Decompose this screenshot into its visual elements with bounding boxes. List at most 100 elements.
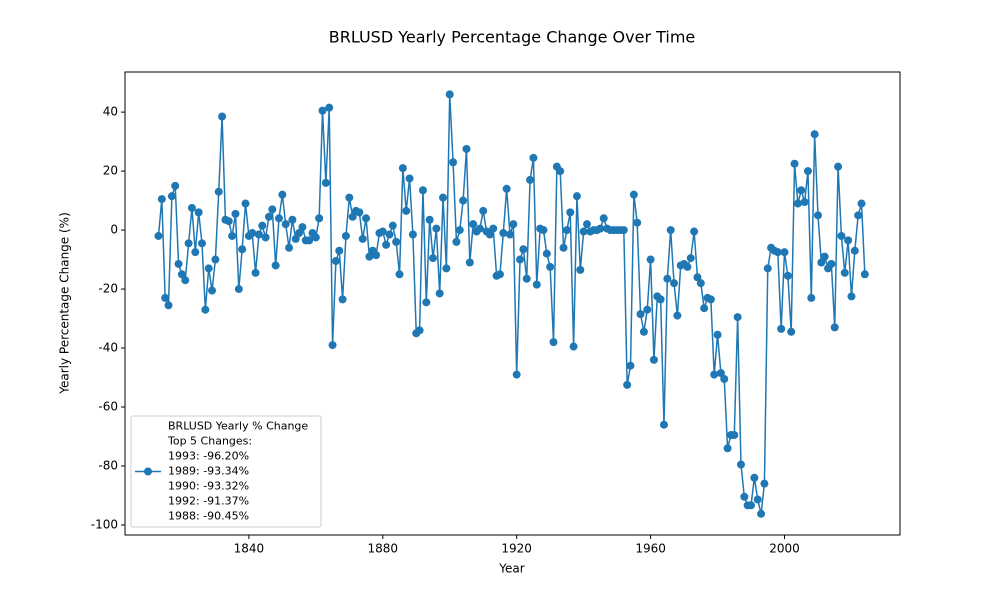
x-tick-label: 2000	[769, 542, 800, 556]
data-point	[161, 293, 170, 302]
data-point	[238, 245, 247, 254]
data-point	[298, 223, 307, 232]
data-point	[385, 230, 394, 239]
data-point	[388, 221, 397, 230]
data-point	[258, 221, 267, 230]
data-point	[777, 324, 786, 333]
data-point	[271, 261, 280, 270]
data-point	[502, 184, 511, 193]
legend-note: 1990: -93.32%	[168, 480, 249, 493]
data-point	[576, 265, 585, 274]
data-point	[529, 153, 538, 162]
data-point	[281, 220, 290, 229]
data-point	[365, 252, 374, 261]
legend-box	[130, 415, 322, 528]
data-point	[435, 289, 444, 298]
legend-label: BRLUSD Yearly % Change	[168, 420, 308, 433]
data-point	[418, 186, 427, 195]
data-point	[208, 286, 217, 295]
data-point	[214, 187, 223, 196]
data-point	[224, 217, 233, 226]
legend-marker	[144, 467, 152, 476]
data-point	[415, 326, 424, 335]
data-point	[800, 198, 809, 207]
data-point	[683, 262, 692, 271]
data-point	[763, 264, 772, 273]
data-point	[546, 262, 555, 271]
data-point	[539, 226, 548, 235]
data-point	[813, 211, 822, 220]
data-point	[228, 231, 237, 240]
y-tick-label: -20	[98, 282, 118, 296]
data-point	[295, 229, 304, 238]
data-point	[740, 492, 749, 501]
data-point	[780, 248, 789, 257]
data-point	[693, 273, 702, 282]
data-point	[572, 192, 581, 201]
data-point	[716, 369, 725, 378]
data-point	[181, 276, 190, 285]
data-point	[469, 220, 478, 229]
data-point	[452, 237, 461, 246]
data-point	[177, 270, 186, 279]
axes-frame	[124, 71, 901, 536]
data-point	[157, 195, 166, 204]
data-point	[830, 323, 839, 332]
chart-title: BRLUSD Yearly Percentage Change Over Tim…	[329, 28, 696, 47]
data-point	[820, 252, 829, 261]
data-point	[706, 295, 715, 304]
data-point	[626, 361, 635, 370]
data-point	[713, 330, 722, 339]
data-point	[254, 230, 263, 239]
data-point	[579, 227, 588, 236]
data-point	[184, 239, 193, 248]
data-point	[197, 239, 206, 248]
data-point	[720, 374, 729, 383]
data-point	[542, 249, 551, 258]
data-point	[723, 444, 732, 453]
data-point	[844, 236, 853, 245]
data-point	[797, 186, 806, 195]
y-tick-label: 0	[110, 223, 118, 237]
data-point	[248, 229, 257, 238]
x-axis-label: Year	[498, 562, 524, 576]
data-point	[566, 208, 575, 217]
data-point	[690, 227, 699, 236]
data-point	[522, 274, 531, 283]
data-point	[629, 190, 638, 199]
data-point	[623, 380, 632, 389]
data-point	[382, 240, 391, 249]
data-point	[241, 199, 250, 208]
data-point	[288, 215, 297, 224]
y-tick-label: 20	[103, 164, 118, 178]
y-tick-label: 40	[103, 105, 118, 119]
data-point	[636, 310, 645, 319]
data-point	[666, 226, 675, 235]
data-point	[730, 431, 739, 440]
data-point	[428, 254, 437, 263]
legend-note: 1989: -93.34%	[168, 465, 249, 478]
data-point	[341, 231, 350, 240]
data-point	[459, 196, 468, 205]
legend-note: Top 5 Changes:	[167, 435, 252, 448]
data-point	[321, 178, 330, 187]
data-point	[817, 258, 826, 267]
legend-note: 1988: -90.45%	[168, 510, 249, 523]
data-point	[857, 199, 866, 208]
data-point	[750, 473, 759, 482]
data-point	[234, 285, 243, 294]
data-point	[455, 226, 464, 235]
data-point	[475, 224, 484, 233]
data-point	[392, 237, 401, 246]
data-point	[251, 268, 260, 277]
data-point	[516, 255, 525, 264]
data-point	[378, 227, 387, 236]
data-point	[432, 224, 441, 233]
data-point	[187, 203, 196, 212]
data-point	[291, 234, 300, 243]
data-point	[512, 370, 521, 379]
data-point	[649, 355, 658, 364]
data-point	[860, 270, 869, 279]
data-point	[318, 106, 327, 115]
data-point	[736, 460, 745, 469]
